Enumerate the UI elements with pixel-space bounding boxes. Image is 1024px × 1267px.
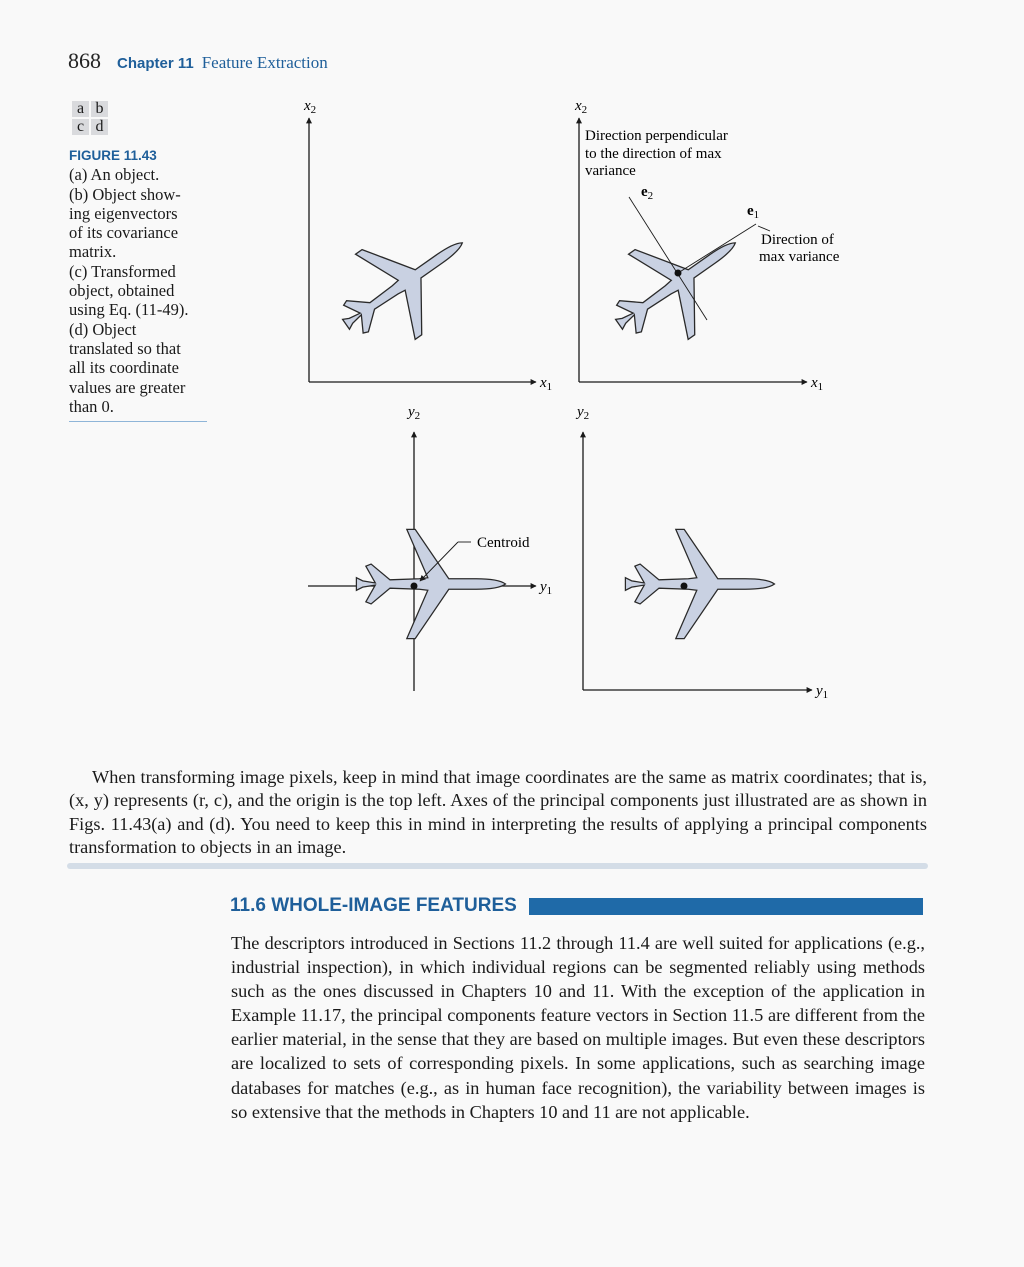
panel-a: x2 x1: [303, 98, 552, 393]
panel-d-y1-label: y1: [814, 683, 828, 701]
panel-b-x1-label: x1: [810, 375, 823, 393]
panel-b-e2-label: e2: [641, 184, 653, 202]
panel-d-centroid-dot: [680, 582, 688, 590]
panel-d: y2 y1: [575, 404, 828, 701]
panel-b-max-leader: [757, 225, 771, 232]
figure-label: FIGURE 11.43: [69, 148, 157, 163]
panel-c-y1-label: y1: [538, 579, 552, 597]
section-heading: 11.6 WHOLE-IMAGE FEATURES: [230, 895, 923, 917]
panel-key: a b c d: [70, 99, 110, 137]
panel-b-object: [588, 199, 766, 368]
section-divider: [67, 863, 928, 869]
panel-b-e1-line: [677, 223, 757, 274]
section-number: 11.6: [230, 895, 266, 916]
panel-b-e2-line: [628, 196, 708, 321]
panel-d-object: [624, 528, 776, 640]
page-number: 868: [68, 48, 101, 73]
panel-c-centroid-dot: [410, 582, 418, 590]
panel-key-c: c: [72, 119, 89, 135]
panel-key-b: b: [91, 101, 108, 117]
panel-b-x2-label: x2: [574, 98, 587, 116]
running-header: 868 Chapter 11 Feature Extraction: [68, 48, 328, 74]
panel-b-annotation-max: Direction of max variance: [759, 232, 840, 265]
chapter-title: Feature Extraction: [201, 53, 328, 72]
panel-a-x1-label: x1: [539, 375, 552, 393]
section-title-text: WHOLE-IMAGE FEATURES: [271, 895, 517, 916]
section-heading-bar: [528, 897, 923, 915]
chapter-label: Chapter 11: [117, 55, 194, 72]
panel-b-centroid-dot: [674, 269, 682, 277]
panel-b: x2 x1 Direction perpendicular to the dir…: [574, 98, 840, 393]
panel-c: y2 y1 Centroid: [308, 404, 552, 691]
figure-11-43: x2 x1 x2 x1 Direction perpendicular to t…: [303, 98, 840, 701]
panel-b-e1-label: e1: [747, 203, 759, 221]
body-paragraph-1: When transforming image pixels, keep in …: [69, 767, 927, 857]
caption-rule: [69, 421, 207, 422]
section-title: 11.6 WHOLE-IMAGE FEATURES: [230, 895, 517, 917]
panel-key-a: a: [72, 101, 89, 117]
panel-d-y2-label: y2: [575, 404, 589, 422]
panel-c-centroid-label: Centroid: [477, 535, 530, 551]
panel-key-d: d: [91, 119, 108, 135]
figure-caption-text: (a) An object. (b) Object show- ing eige…: [69, 165, 189, 416]
panel-c-y2-label: y2: [406, 404, 420, 422]
panel-a-x2-label: x2: [303, 98, 316, 116]
panel-c-centroid-leader-b: [419, 541, 459, 582]
panel-a-object: [315, 199, 493, 368]
body-paragraph-2: The descriptors introduced in Sections 1…: [231, 933, 925, 1122]
figure-caption: FIGURE 11.43 (a) An object. (b) Object s…: [69, 146, 209, 416]
panel-b-annotation-perp: Direction perpendicular to the direction…: [585, 128, 732, 179]
